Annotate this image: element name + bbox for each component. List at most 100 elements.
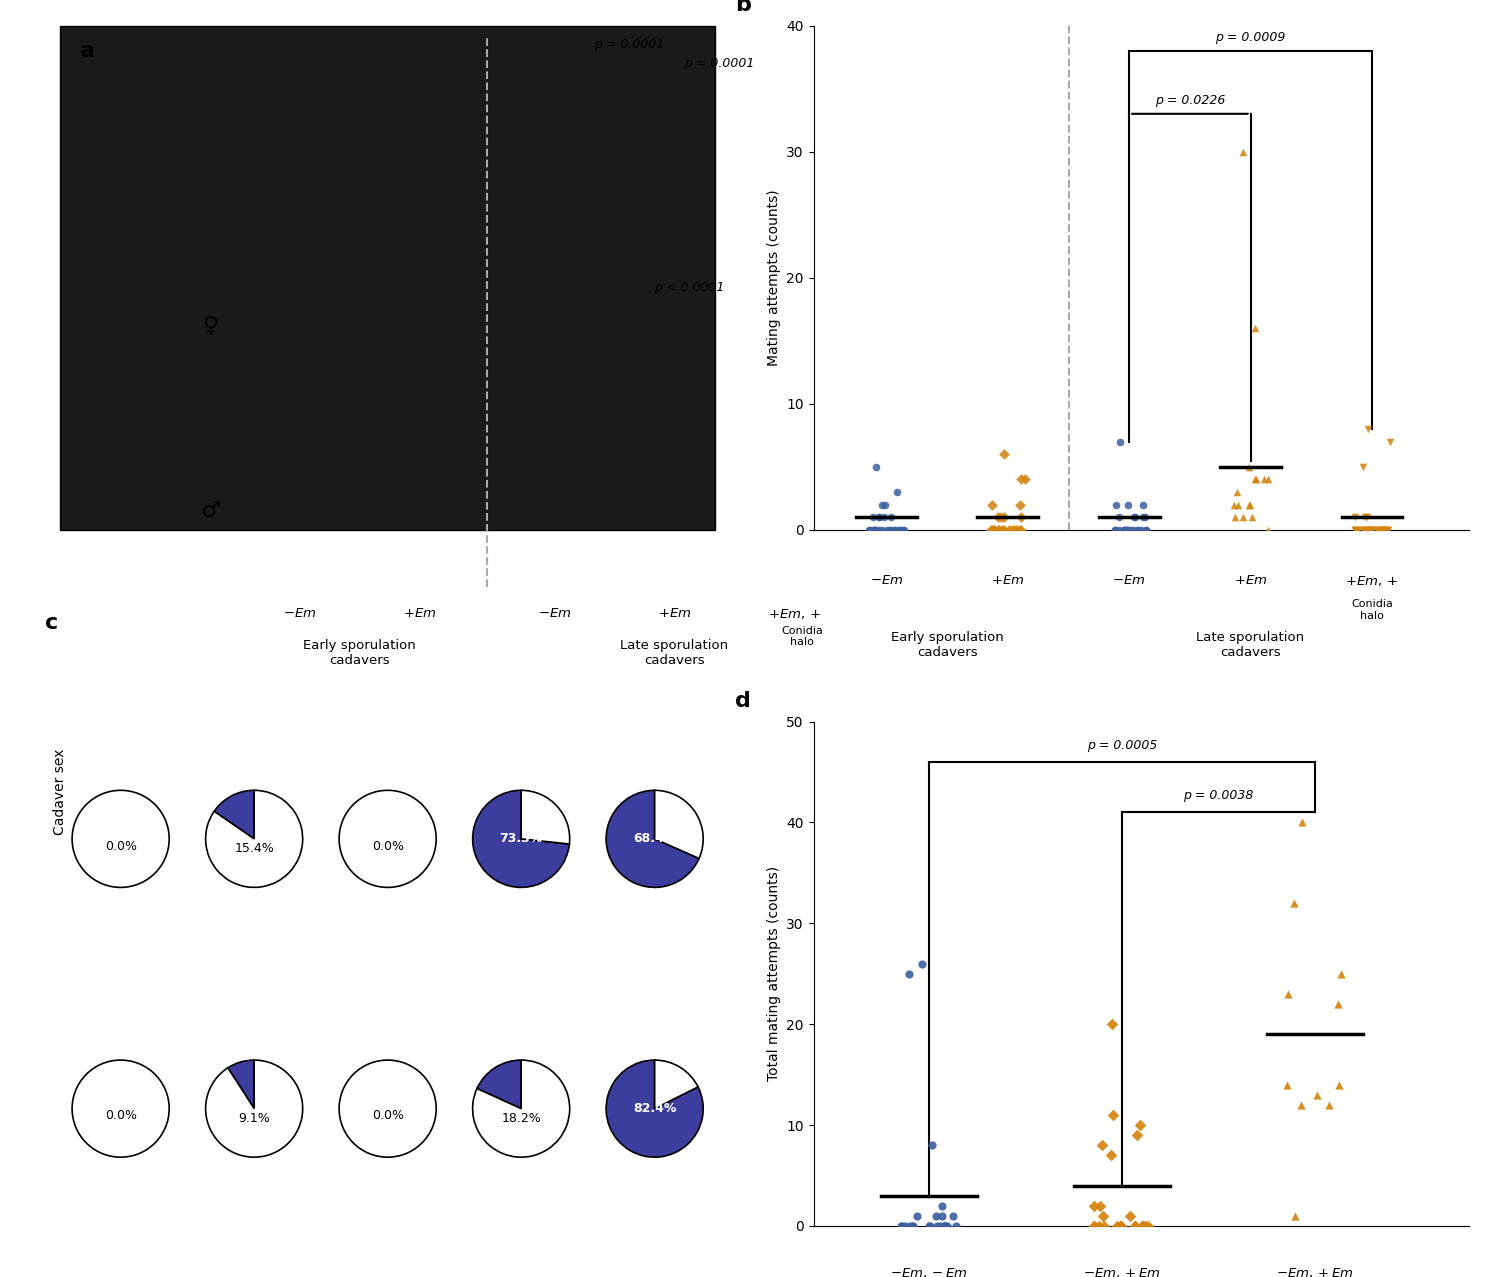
Point <box>917 1216 941 1236</box>
Point <box>1109 1216 1133 1236</box>
Text: ♂: ♂ <box>199 501 220 521</box>
Point <box>1225 481 1249 502</box>
Point <box>1091 1216 1115 1236</box>
Point <box>901 1216 925 1236</box>
Point <box>1115 494 1139 515</box>
Point <box>932 1216 956 1236</box>
Point <box>1123 1216 1147 1236</box>
Point <box>866 507 890 527</box>
Wedge shape <box>72 790 169 888</box>
Point <box>1237 494 1261 515</box>
Point <box>1108 432 1132 452</box>
Point <box>989 520 1013 540</box>
Text: Early sporulation
cadavers: Early sporulation cadavers <box>303 638 417 667</box>
Point <box>986 520 1010 540</box>
Point <box>1376 520 1400 540</box>
Point <box>1369 520 1393 540</box>
Point <box>892 520 916 540</box>
Point <box>1000 520 1024 540</box>
Point <box>1357 520 1381 540</box>
Point <box>896 964 920 985</box>
Point <box>1282 893 1306 913</box>
Text: c: c <box>45 613 58 633</box>
Point <box>1357 419 1381 439</box>
Point <box>925 1216 949 1236</box>
Text: $-Em$: $-Em$ <box>1112 575 1145 587</box>
Text: p = 0.0001: p = 0.0001 <box>685 57 754 70</box>
Point <box>1105 494 1129 515</box>
Point <box>1121 520 1145 540</box>
Point <box>982 520 1006 540</box>
Text: $-Em$: $-Em$ <box>538 607 571 619</box>
Point <box>1102 1105 1126 1125</box>
Point <box>1123 507 1147 527</box>
Point <box>859 520 883 540</box>
Text: $+Em,+$: $+Em,+$ <box>767 607 821 621</box>
Text: $-Em,+Em$: $-Em,+Em$ <box>1276 1267 1354 1277</box>
Point <box>1133 520 1157 540</box>
Point <box>1354 520 1378 540</box>
Point <box>917 1216 941 1236</box>
Point <box>1114 520 1138 540</box>
Point <box>878 507 902 527</box>
Text: b: b <box>735 0 751 15</box>
Text: $-Em,-Em$: $-Em,-Em$ <box>890 1267 968 1277</box>
Point <box>883 520 907 540</box>
Point <box>863 457 887 478</box>
Point <box>929 1195 953 1216</box>
Point <box>1123 1216 1147 1236</box>
Wedge shape <box>72 1060 169 1157</box>
Point <box>1082 1216 1106 1236</box>
Point <box>1256 469 1280 489</box>
Point <box>886 520 910 540</box>
Point <box>1238 494 1262 515</box>
Point <box>1240 507 1264 527</box>
Point <box>893 1216 917 1236</box>
Y-axis label: Mating attempts (counts): Mating attempts (counts) <box>767 189 781 366</box>
Point <box>980 520 1004 540</box>
Text: $+Em,+$: $+Em,+$ <box>1345 575 1399 587</box>
Wedge shape <box>655 790 703 858</box>
Text: $-Em,+Em$: $-Em,+Em$ <box>1084 1267 1160 1277</box>
Point <box>1222 494 1246 515</box>
Point <box>1133 1216 1157 1236</box>
Point <box>979 520 1003 540</box>
Point <box>1118 520 1142 540</box>
Point <box>1231 142 1255 162</box>
Wedge shape <box>606 790 699 888</box>
Point <box>1364 520 1388 540</box>
Point <box>1369 520 1393 540</box>
Point <box>1087 1216 1111 1236</box>
Point <box>1252 469 1276 489</box>
Point <box>1304 1084 1328 1105</box>
Text: $+Em$: $+Em$ <box>403 607 436 619</box>
Point <box>866 507 890 527</box>
Point <box>881 520 905 540</box>
Wedge shape <box>205 1060 303 1157</box>
Point <box>997 520 1021 540</box>
Point <box>1001 520 1025 540</box>
Point <box>1106 507 1130 527</box>
Point <box>1103 520 1127 540</box>
Point <box>992 444 1016 465</box>
Point <box>1129 1115 1153 1135</box>
Text: 15.4%: 15.4% <box>234 842 274 856</box>
Point <box>1238 457 1262 478</box>
Point <box>920 1135 944 1156</box>
Wedge shape <box>205 790 303 888</box>
Point <box>935 1216 959 1236</box>
Point <box>923 1205 947 1226</box>
Text: Conidia
halo: Conidia halo <box>1351 599 1393 621</box>
Point <box>863 520 887 540</box>
Point <box>1112 520 1136 540</box>
Point <box>1330 964 1354 985</box>
Point <box>1109 1216 1133 1236</box>
Point <box>1343 520 1367 540</box>
Point <box>1343 520 1367 540</box>
Text: 0.0%: 0.0% <box>372 1110 403 1122</box>
Wedge shape <box>522 790 570 844</box>
Text: $-Em$: $-Em$ <box>869 575 904 587</box>
Point <box>872 507 896 527</box>
Point <box>890 520 914 540</box>
Text: p = 0.0001: p = 0.0001 <box>595 38 664 51</box>
